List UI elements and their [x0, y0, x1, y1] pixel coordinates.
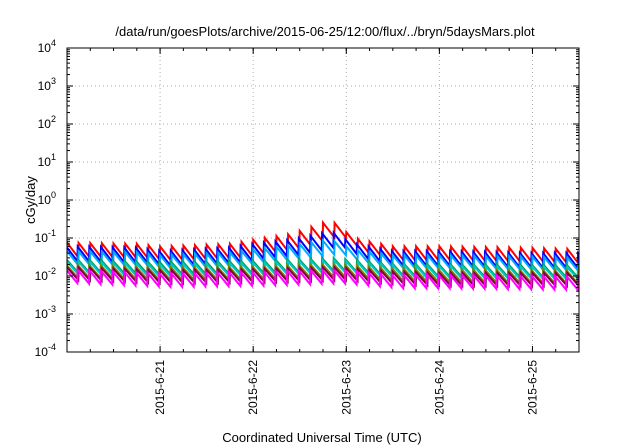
x-tick-label: 2015-6-23 [339, 360, 353, 415]
series-line [66, 219, 580, 267]
y-tick-label: 10-4 [35, 342, 56, 359]
y-axis: 10-4 10-3 10-2 10-1 100 101 102 103 104 [35, 38, 579, 359]
series-line [66, 261, 580, 286]
y-tick-label: 100 [38, 190, 56, 207]
x-axis-label: Coordinated Universal Time (UTC) [222, 430, 421, 445]
series-line [66, 230, 580, 271]
grid [67, 48, 579, 352]
y-tick-label: 103 [38, 76, 56, 93]
x-tick-label: 2015-6-25 [525, 360, 539, 415]
x-tick-label: 2015-6-21 [153, 360, 167, 415]
x-tick-label: 2015-6-24 [432, 360, 446, 415]
series-line [66, 266, 580, 293]
y-tick-label: 10-2 [35, 266, 56, 283]
y-tick-label: 101 [38, 152, 56, 169]
y-tick-label: 102 [38, 114, 56, 131]
x-tick-label: 2015-6-22 [246, 360, 260, 415]
x-axis: 2015-6-21 2015-6-22 2015-6-23 2015-6-24 2015… [89, 48, 557, 415]
y-tick-label: 10-1 [35, 228, 56, 245]
y-axis-label: cGy/day [23, 176, 38, 224]
series-line [66, 238, 580, 274]
y-tick-label: 10-3 [35, 304, 56, 321]
series-group [66, 219, 580, 293]
chart-title: /data/run/goesPlots/archive/2015-06-25/1… [115, 24, 535, 39]
y-tick-label: 104 [38, 38, 56, 55]
